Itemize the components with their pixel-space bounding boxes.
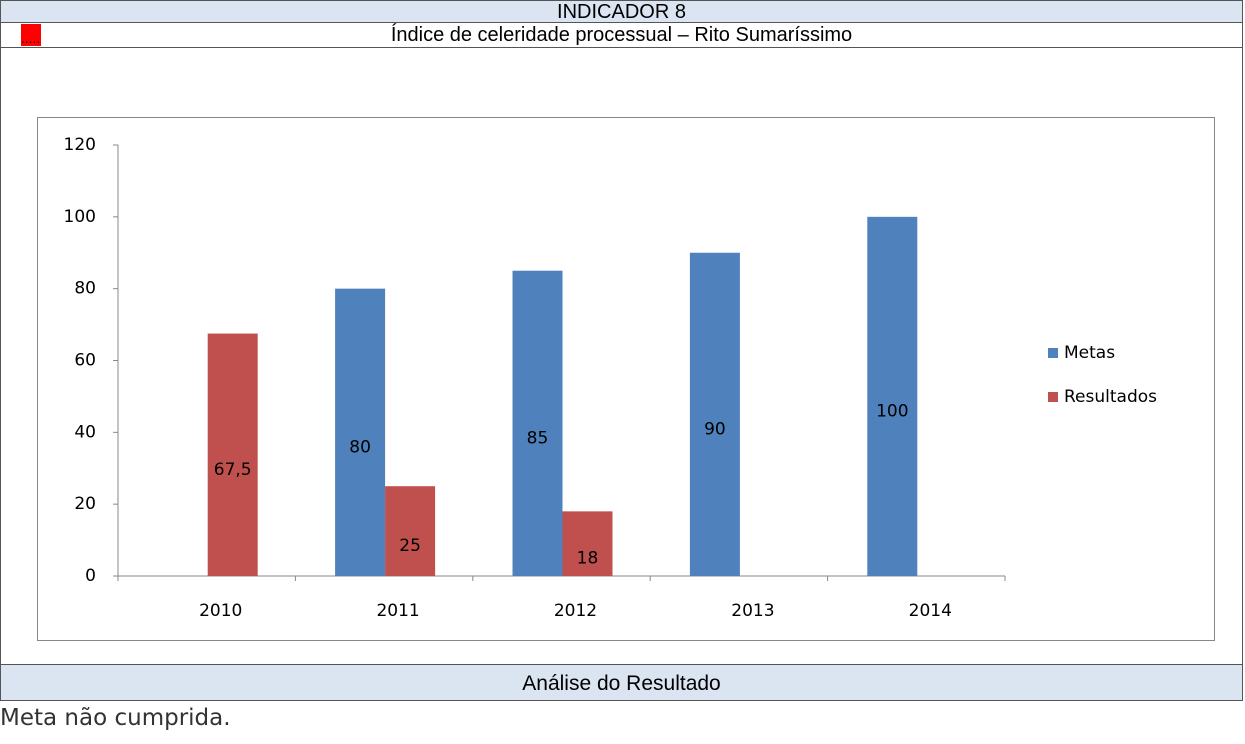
header-title: INDICADOR 8 bbox=[557, 1, 686, 23]
subtitle-row: ..... Índice de celeridade processual – … bbox=[0, 22, 1243, 48]
data-label: 80 bbox=[349, 437, 371, 457]
data-label: 100 bbox=[876, 401, 908, 421]
subtitle: Índice de celeridade processual – Rito S… bbox=[390, 24, 853, 46]
bar bbox=[512, 270, 563, 576]
data-label: 25 bbox=[399, 536, 421, 556]
section-row: Análise do Resultado bbox=[0, 664, 1243, 701]
data-label: 90 bbox=[704, 419, 726, 439]
bar bbox=[385, 486, 436, 576]
data-label: 18 bbox=[577, 549, 599, 569]
y-tick-label: 0 bbox=[85, 566, 96, 586]
legend-swatch bbox=[1048, 348, 1058, 358]
analysis-text: Meta não cumprida. bbox=[0, 705, 231, 731]
bar bbox=[335, 288, 386, 576]
x-tick-label: 2014 bbox=[909, 601, 952, 621]
legend-label: Metas bbox=[1064, 343, 1115, 363]
y-tick-label: 120 bbox=[64, 135, 96, 155]
legend-swatch bbox=[1048, 392, 1058, 402]
y-tick-label: 40 bbox=[74, 422, 96, 442]
bar bbox=[867, 216, 918, 576]
y-tick-label: 60 bbox=[74, 351, 96, 371]
y-tick-label: 20 bbox=[74, 494, 96, 514]
x-tick-label: 2013 bbox=[731, 601, 774, 621]
x-tick-label: 2011 bbox=[376, 601, 419, 621]
x-tick-label: 2012 bbox=[554, 601, 597, 621]
y-tick-label: 100 bbox=[64, 207, 96, 227]
bar bbox=[689, 252, 740, 576]
data-label: 85 bbox=[527, 428, 549, 448]
header-row: INDICADOR 8 bbox=[0, 0, 1243, 23]
legend-label: Resultados bbox=[1064, 387, 1157, 407]
section-title: Análise do Resultado bbox=[522, 672, 721, 695]
bar bbox=[562, 511, 613, 576]
y-tick-label: 80 bbox=[74, 279, 96, 299]
data-label: 67,5 bbox=[214, 460, 252, 480]
x-tick-label: 2010 bbox=[199, 601, 242, 621]
bar bbox=[207, 333, 258, 576]
chart: 0 20 40 60 80 100 120 2010 67,5 2011 80 25 2012 85 18 2… bbox=[37, 117, 1215, 641]
status-flag: ..... bbox=[21, 24, 41, 46]
